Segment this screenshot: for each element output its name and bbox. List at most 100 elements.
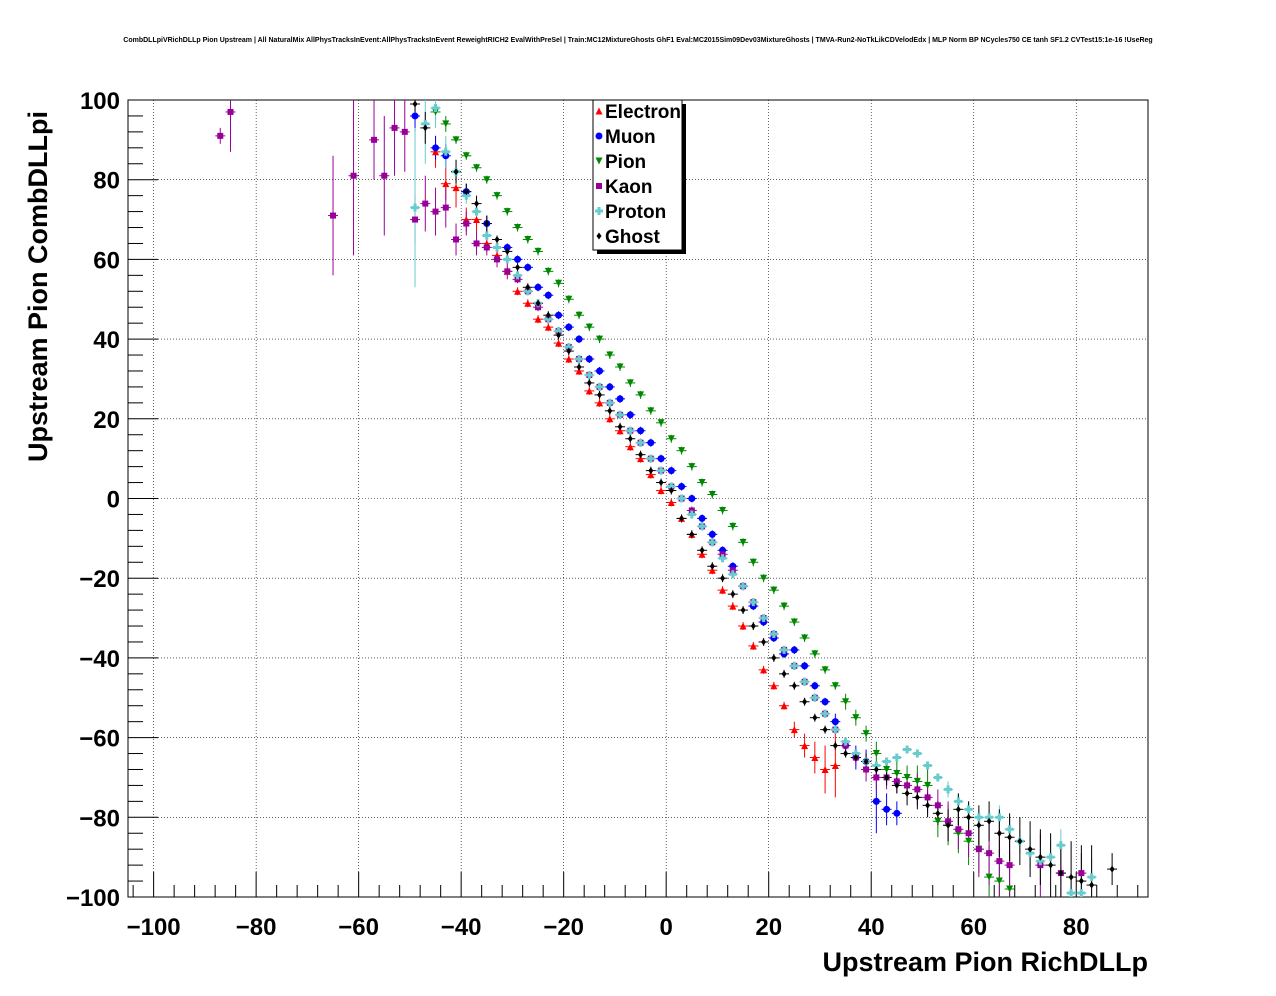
proton-point: [882, 757, 891, 766]
ghost-point: [802, 698, 808, 706]
pion-point: [667, 435, 675, 443]
electron-point: [616, 427, 624, 435]
proton-point: [759, 614, 768, 623]
kaon-point: [1006, 862, 1013, 869]
electron-point: [770, 682, 778, 690]
proton-point: [831, 725, 840, 734]
proton-point: [482, 231, 491, 240]
proton-point: [636, 438, 645, 447]
legend-muon-label: Muon: [605, 127, 656, 148]
electron-point: [831, 761, 839, 769]
kaon-point: [442, 204, 449, 211]
muon-point: [790, 646, 798, 654]
pion-point: [739, 538, 747, 546]
muon-point: [821, 698, 829, 706]
pion-point: [729, 522, 737, 530]
ghost-point: [791, 682, 797, 690]
pion-point: [965, 837, 973, 845]
pion-point: [708, 491, 716, 499]
legend-ghost-label: Ghost: [605, 227, 661, 248]
kaon-point: [381, 172, 388, 179]
legend-proton-marker: [595, 207, 603, 215]
ghost-point: [535, 299, 541, 307]
muon-point: [514, 255, 522, 263]
proton-point: [1087, 873, 1096, 882]
ghost-point: [689, 530, 695, 538]
pion-point: [555, 279, 563, 287]
pion-point: [565, 295, 573, 303]
ghost-point: [586, 379, 592, 387]
pion-point: [442, 120, 450, 128]
ghost-point: [863, 758, 869, 766]
proton-point: [769, 629, 778, 638]
x-tick-label: −20: [543, 914, 584, 941]
ghost-point: [463, 188, 469, 196]
ghost-point: [781, 670, 787, 678]
ghost-point: [1027, 845, 1033, 853]
electron-point: [534, 315, 542, 323]
electron-point: [821, 765, 829, 773]
kaon-point: [955, 826, 962, 833]
ghost-point: [761, 638, 767, 646]
ghost-point: [566, 347, 572, 355]
proton-point: [800, 677, 809, 686]
kaon-point: [986, 850, 993, 857]
ghost-point: [699, 546, 705, 554]
proton-point: [605, 398, 614, 407]
ghost-point: [709, 562, 715, 570]
pion-point: [760, 574, 768, 582]
kaon-point: [863, 766, 870, 773]
kaon-point: [934, 802, 941, 809]
y-tick-label: −100: [66, 885, 120, 912]
proton-point: [1077, 889, 1086, 898]
y-tick-label: −40: [79, 646, 120, 673]
pion-point: [514, 224, 522, 232]
ghost-point: [1109, 865, 1115, 873]
kaon-point: [371, 136, 378, 143]
electron-point: [729, 602, 737, 610]
electron-point: [760, 666, 768, 674]
proton-point: [626, 426, 635, 435]
muon-point: [544, 291, 552, 299]
pion-point: [821, 666, 829, 674]
electron-point: [585, 387, 593, 395]
electron-point: [667, 498, 675, 506]
ghost-point: [597, 391, 603, 399]
ghost-point: [658, 479, 664, 487]
pion-point: [801, 634, 809, 642]
proton-point: [431, 103, 440, 112]
y-tick-label: −80: [79, 805, 120, 832]
proton-point: [1026, 849, 1035, 858]
ghost-point: [873, 765, 879, 773]
ghost-point: [832, 742, 838, 750]
kaon-point: [330, 212, 337, 219]
pion-point: [678, 447, 686, 455]
muon-point: [811, 682, 819, 690]
proton-point: [790, 661, 799, 670]
kaon-point: [463, 220, 470, 227]
proton-point: [749, 598, 758, 607]
x-tick-label: 20: [755, 914, 782, 941]
proton-point: [1046, 853, 1055, 862]
electron-point: [606, 415, 614, 423]
ghost-point: [955, 805, 961, 813]
x-tick-label: 40: [858, 914, 885, 941]
ghost-point: [914, 793, 920, 801]
ghost-point: [576, 363, 582, 371]
muon-point: [575, 335, 583, 343]
ghost-point: [730, 590, 736, 598]
ghost-point: [515, 263, 521, 271]
muon-point: [667, 467, 675, 475]
ghost-point: [1068, 873, 1074, 881]
ghost-point: [771, 654, 777, 662]
proton-point: [892, 753, 901, 762]
electron-point: [596, 399, 604, 407]
pion-point: [698, 479, 706, 487]
proton-point: [472, 207, 481, 216]
muon-point: [565, 323, 573, 331]
data-points: [217, 100, 1115, 898]
kaon-point: [412, 216, 419, 223]
legend-muon-marker: [595, 132, 603, 140]
pion-point: [1006, 885, 1014, 893]
pion-point: [719, 506, 727, 514]
